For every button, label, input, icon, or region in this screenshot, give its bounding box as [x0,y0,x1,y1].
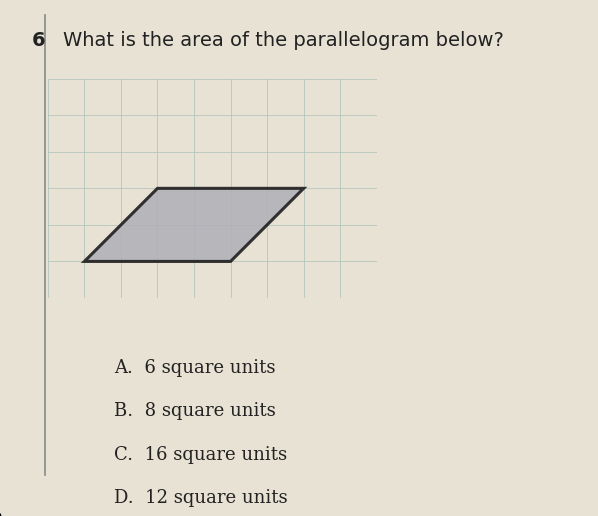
Text: B.  8 square units: B. 8 square units [114,402,276,420]
Polygon shape [84,188,304,262]
Text: A.  6 square units: A. 6 square units [114,359,275,377]
Text: D.  12 square units: D. 12 square units [114,489,288,507]
Text: What is the area of the parallelogram below?: What is the area of the parallelogram be… [63,31,504,50]
Text: C.  16 square units: C. 16 square units [114,446,287,463]
Text: 6: 6 [32,31,45,50]
